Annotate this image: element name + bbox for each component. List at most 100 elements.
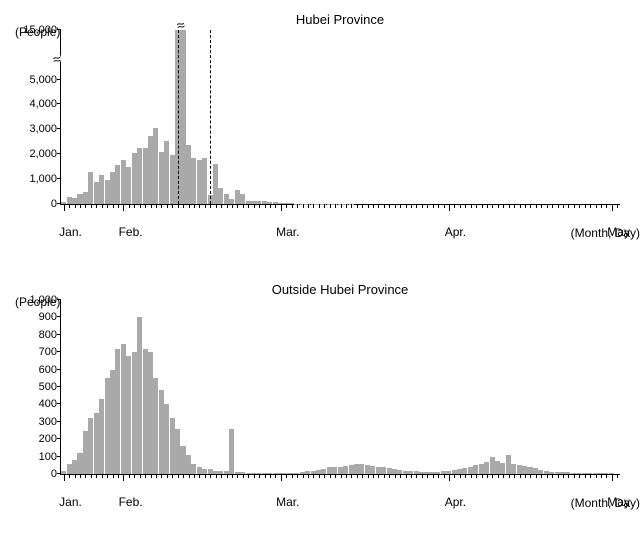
x-tick-mark: [178, 204, 179, 208]
bar: [137, 317, 142, 474]
x-tick-mark: [259, 474, 260, 478]
x-tick-mark: [444, 474, 445, 478]
x-month-label: Mar.: [276, 225, 299, 239]
bar: [143, 148, 148, 204]
bar: [121, 344, 126, 475]
x-tick-mark: [172, 474, 173, 478]
x-tick-mark: [427, 474, 428, 478]
x-tick-mark: [313, 204, 314, 208]
x-tick-mark: [243, 474, 244, 478]
x-tick-mark: [140, 474, 141, 478]
x-tick-mark: [503, 474, 504, 478]
bar: [137, 148, 142, 204]
x-tick-mark: [335, 474, 336, 478]
x-tick-mark: [547, 204, 548, 208]
bar: [500, 463, 505, 474]
x-tick-mark: [205, 204, 206, 208]
x-major-tick: [449, 204, 450, 211]
x-tick-mark: [454, 204, 455, 208]
x-tick-mark: [275, 204, 276, 208]
x-month-label: Feb.: [119, 225, 143, 239]
bar: [197, 467, 202, 474]
x-tick-mark: [237, 474, 238, 478]
bar: [159, 390, 164, 474]
x-tick-mark: [579, 474, 580, 478]
bar: [327, 467, 332, 474]
bar: [99, 175, 104, 204]
x-tick-mark: [568, 204, 569, 208]
x-tick-mark: [454, 474, 455, 478]
x-tick-mark: [118, 204, 119, 208]
y-tick-label: 1,000: [29, 173, 61, 185]
x-tick-mark: [514, 474, 515, 478]
x-tick-mark: [286, 474, 287, 478]
x-tick-mark: [476, 474, 477, 478]
x-tick-mark: [91, 474, 92, 478]
x-tick-mark: [503, 204, 504, 208]
x-tick-mark: [189, 474, 190, 478]
bar: [213, 164, 218, 204]
x-tick-mark: [210, 204, 211, 208]
x-tick-mark: [270, 204, 271, 208]
x-tick-mark: [416, 474, 417, 478]
x-tick-mark: [487, 204, 488, 208]
x-tick-mark: [601, 204, 602, 208]
x-tick-mark: [378, 204, 379, 208]
bar: [180, 446, 185, 474]
x-tick-mark: [530, 474, 531, 478]
x-tick-mark: [113, 204, 114, 208]
x-tick-mark: [357, 204, 358, 208]
x-tick-mark: [422, 474, 423, 478]
x-tick-mark: [91, 204, 92, 208]
x-tick-mark: [389, 474, 390, 478]
bar: [381, 467, 386, 474]
x-tick-mark: [172, 204, 173, 208]
x-tick-mark: [476, 204, 477, 208]
x-tick-mark: [536, 474, 537, 478]
y-tick-label: 800: [39, 329, 61, 341]
x-tick-mark: [221, 204, 222, 208]
y-tick-label: 200: [39, 433, 61, 445]
x-tick-mark: [395, 204, 396, 208]
x-tick-mark: [617, 204, 618, 208]
x-tick-mark: [368, 204, 369, 208]
bar: [99, 399, 104, 474]
x-tick-mark: [400, 474, 401, 478]
bar: [126, 356, 131, 474]
x-tick-mark: [183, 474, 184, 478]
bar: [110, 172, 115, 204]
x-tick-mark: [444, 204, 445, 208]
y-tick-label: 5,000: [29, 74, 61, 86]
bar: [170, 155, 175, 204]
x-tick-mark: [378, 474, 379, 478]
reference-line: [210, 30, 211, 204]
bar: [191, 464, 196, 474]
x-tick-mark: [465, 204, 466, 208]
bar: [153, 378, 158, 474]
x-tick-mark: [438, 474, 439, 478]
chart-0: Hubei Province(People)(Month, Day)01,000…: [60, 30, 620, 205]
bar: [202, 158, 207, 204]
bar: [186, 145, 191, 204]
x-tick-mark: [471, 204, 472, 208]
x-tick-mark: [113, 474, 114, 478]
bar: [164, 141, 169, 204]
x-tick-mark: [265, 204, 266, 208]
bar: [105, 378, 110, 474]
bar: [517, 465, 522, 474]
plot-area: 01002003004005006007008009001,000Jan.Feb…: [60, 300, 620, 475]
x-tick-mark: [194, 474, 195, 478]
bar: [495, 461, 500, 474]
x-tick-mark: [227, 474, 228, 478]
x-tick-mark: [145, 204, 146, 208]
y-tick-label: 700: [39, 346, 61, 358]
x-tick-mark: [134, 204, 135, 208]
y-tick-label: 900: [39, 311, 61, 323]
x-tick-mark: [297, 204, 298, 208]
y-tick-label: 600: [39, 364, 61, 376]
x-tick-mark: [530, 204, 531, 208]
x-tick-mark: [297, 474, 298, 478]
x-tick-mark: [373, 204, 374, 208]
x-tick-mark: [509, 204, 510, 208]
x-tick-mark: [395, 474, 396, 478]
